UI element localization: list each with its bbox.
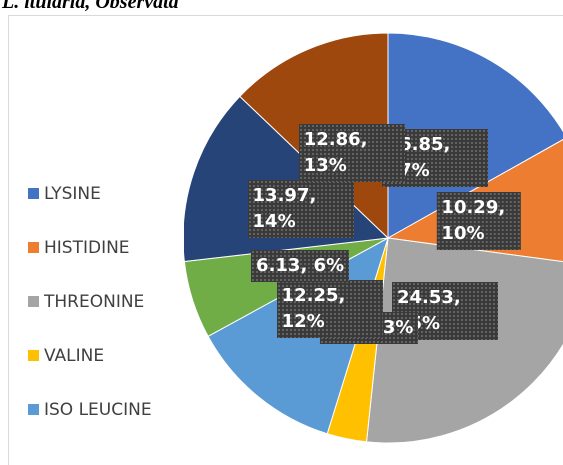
data-label: 10.29, 10% (436, 191, 521, 250)
legend-swatch (28, 404, 39, 415)
legend-swatch (28, 188, 39, 199)
legend-entry: ISO LEUCINE (28, 400, 152, 420)
data-label: 12.25, 12% (276, 280, 383, 339)
legend-entry: HISTIDINE (28, 238, 130, 258)
legend-label: LYSINE (44, 184, 101, 204)
legend-swatch (28, 242, 39, 253)
legend-entry: THREONINE (28, 292, 144, 312)
legend-label: ISO LEUCINE (44, 400, 152, 420)
chart-title: L. ituiaria, Observata (2, 0, 179, 13)
legend-swatch (28, 296, 39, 307)
legend-label: HISTIDINE (44, 238, 130, 258)
legend-swatch (28, 350, 39, 361)
legend-label: VALINE (44, 346, 105, 366)
legend-entry: LYSINE (28, 184, 101, 204)
legend-label: THREONINE (44, 292, 145, 312)
data-label: 13.97, 14% (247, 179, 354, 238)
data-label: 6.13, 6% (251, 249, 350, 282)
legend-entry: VALINE (28, 346, 104, 366)
legend: LYSINE HISTIDINE THREONINE VALINE ISO LEUCIN… (22, 170, 184, 435)
data-label: 12.86, 13% (298, 124, 405, 183)
